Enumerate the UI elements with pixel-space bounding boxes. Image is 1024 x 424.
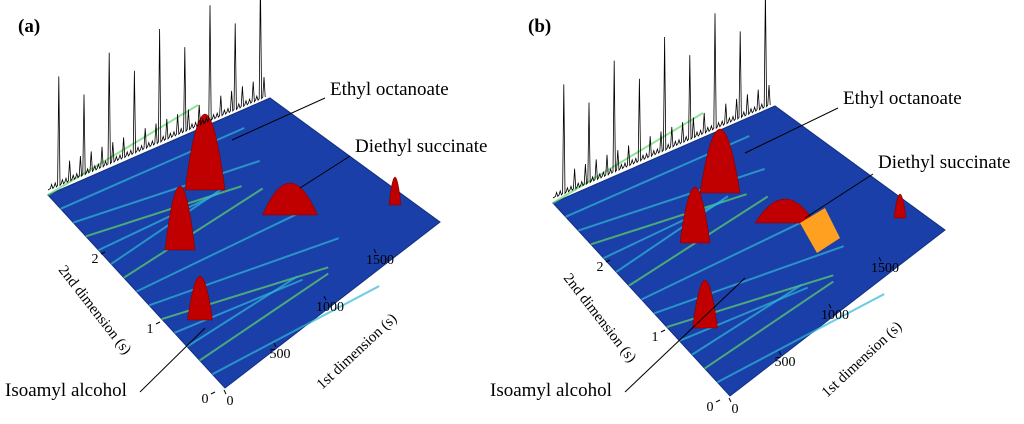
y-tick-label: 0 [707, 400, 714, 415]
leader-line [744, 107, 839, 154]
streak [704, 280, 834, 370]
y-tick-label: 1 [147, 322, 154, 337]
annotation: Isoamyl alcohol [490, 380, 612, 401]
streak [186, 275, 298, 348]
y-tick-label: 0 [202, 392, 209, 407]
panel: 0 500 1000 1500 0 1 2 1st dimension (s) 2nd dime… [5, 0, 487, 409]
chromatogram [552, 0, 771, 199]
x-tick [778, 350, 782, 356]
x-tick-label: 1500 [871, 261, 899, 276]
x-tick [323, 295, 327, 301]
x-tick-label: 500 [270, 347, 291, 362]
x-tick [728, 397, 732, 403]
peak [262, 183, 318, 216]
leader-line [804, 173, 874, 219]
annotation: Diethyl succinate [355, 136, 487, 157]
peak [164, 185, 196, 251]
y-tick [605, 259, 611, 263]
x-tick-label: 0 [732, 402, 739, 417]
x-tick [273, 342, 277, 348]
leader-line [231, 97, 326, 141]
annotation: Diethyl succinate [878, 152, 1010, 173]
streak [641, 213, 819, 301]
y-tick [155, 321, 161, 325]
y-tick-label: 2 [597, 260, 604, 275]
x-tick-label: 500 [775, 355, 796, 370]
x-tick [223, 389, 227, 395]
leader-line [139, 327, 206, 393]
x-axis-label: 1st dimension (s) [819, 319, 905, 401]
leader-line [299, 155, 351, 189]
peak [187, 275, 213, 321]
peak [692, 279, 718, 329]
streak [148, 237, 340, 307]
x-tick [373, 248, 377, 254]
peak [388, 177, 402, 206]
streak [199, 272, 329, 362]
x-tick [828, 303, 832, 309]
streak [174, 278, 304, 334]
peak [679, 187, 711, 244]
annotation: Ethyl octanoate [330, 79, 449, 100]
streak [615, 195, 729, 273]
peak [893, 194, 907, 219]
streak [123, 187, 264, 279]
peak [800, 208, 840, 253]
surface-floor [552, 105, 946, 397]
leader-line [624, 277, 746, 393]
y-axis-label: 2nd dimension (s) [55, 263, 134, 358]
x-tick-label: 0 [227, 394, 234, 409]
x-tick-label: 1500 [366, 253, 394, 268]
x-tick [878, 256, 882, 262]
peak [184, 114, 226, 191]
panel-label: (a) [18, 16, 40, 37]
streak [136, 205, 314, 293]
y-tick [210, 391, 216, 395]
chromatogram [47, 0, 266, 191]
streak [716, 293, 885, 384]
y-tick-label: 1 [652, 330, 659, 345]
y-tick [715, 399, 721, 403]
streak [98, 192, 219, 252]
streak [72, 159, 260, 224]
peak [699, 128, 741, 194]
panel: 0 500 1000 1500 0 1 2 1st dimension (s) 2nd dime… [490, 0, 1010, 417]
streak [653, 245, 845, 315]
y-axis-label: 2nd dimension (s) [560, 271, 639, 366]
x-tick-label: 1000 [821, 308, 849, 323]
x-axis-label: 1st dimension (s) [314, 311, 400, 393]
streak [691, 283, 803, 356]
streak [211, 285, 380, 376]
y-tick [660, 329, 666, 333]
y-tick [100, 251, 106, 255]
streak [679, 286, 809, 342]
panel-label: (b) [528, 16, 551, 37]
x-tick-label: 1000 [316, 300, 344, 315]
annotation: Isoamyl alcohol [5, 380, 127, 401]
streak [110, 187, 224, 265]
y-tick-label: 2 [92, 252, 99, 267]
annotation: Ethyl octanoate [843, 88, 962, 109]
